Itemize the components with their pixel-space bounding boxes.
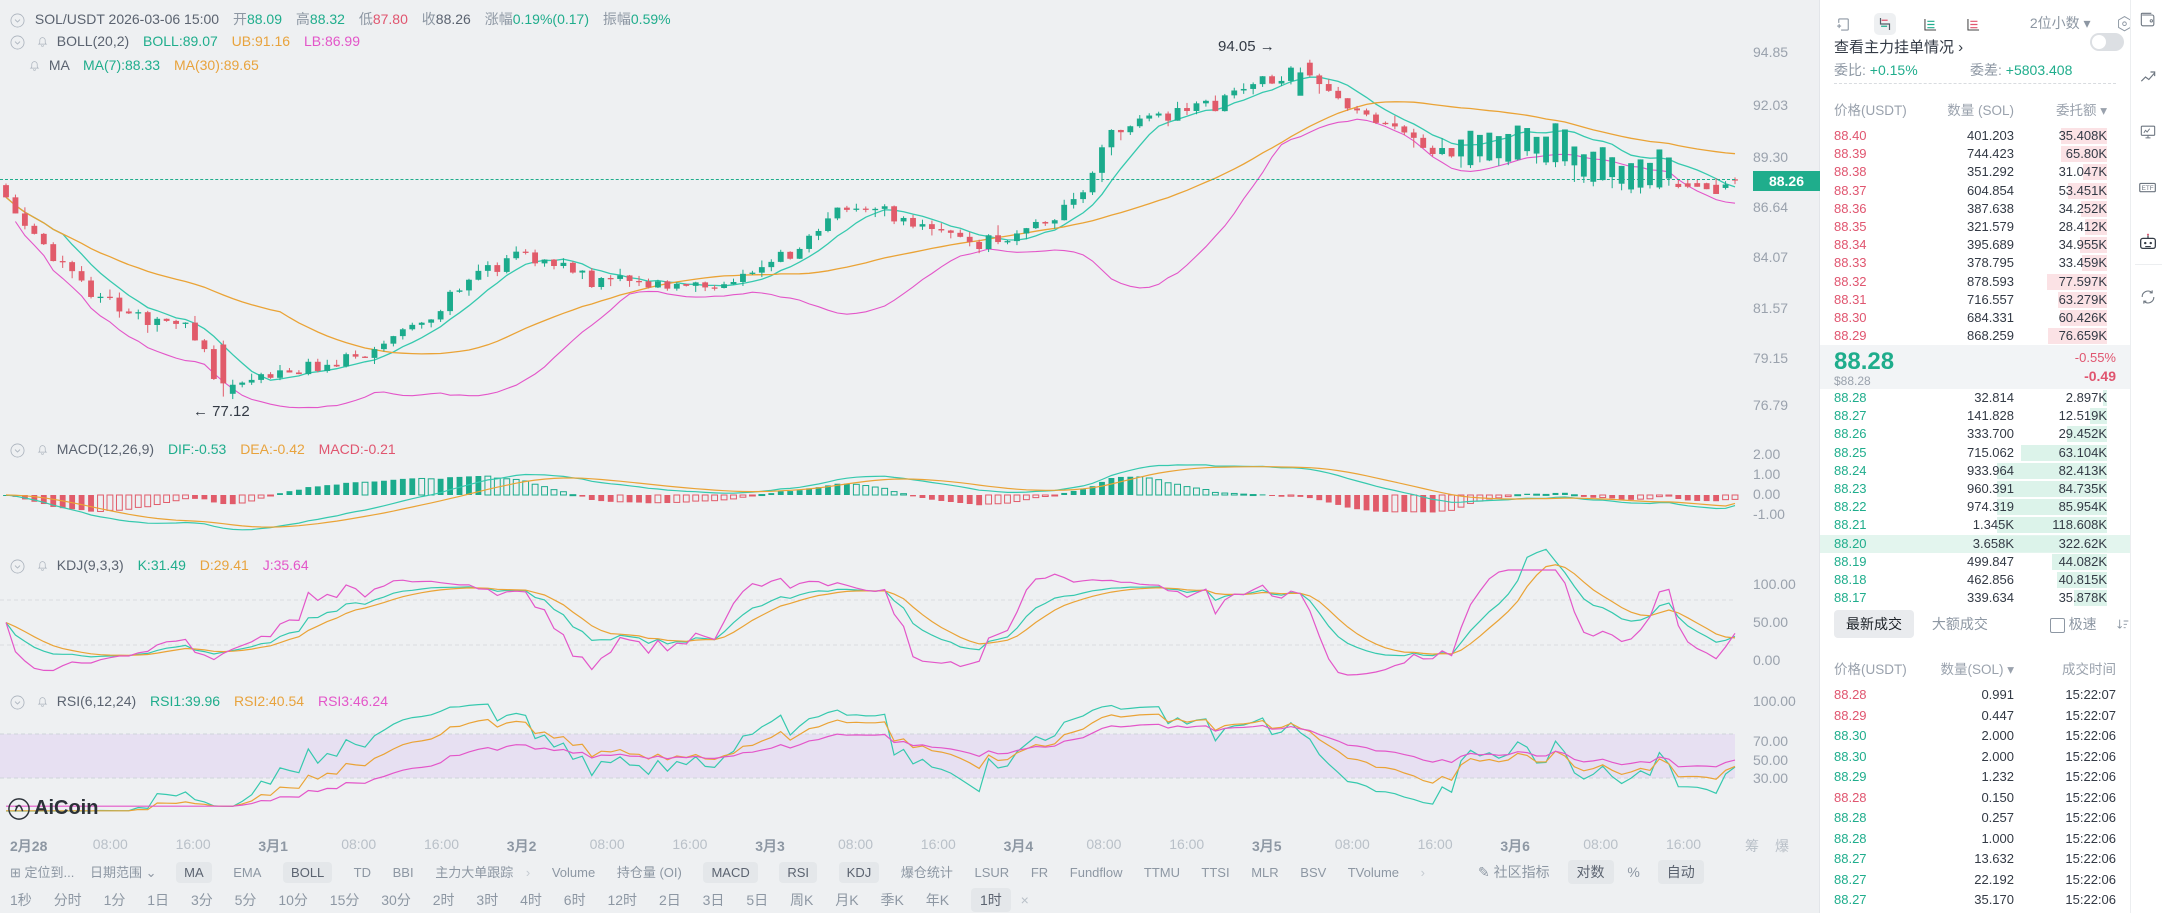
svg-text:ETF: ETF <box>2142 185 2154 192</box>
